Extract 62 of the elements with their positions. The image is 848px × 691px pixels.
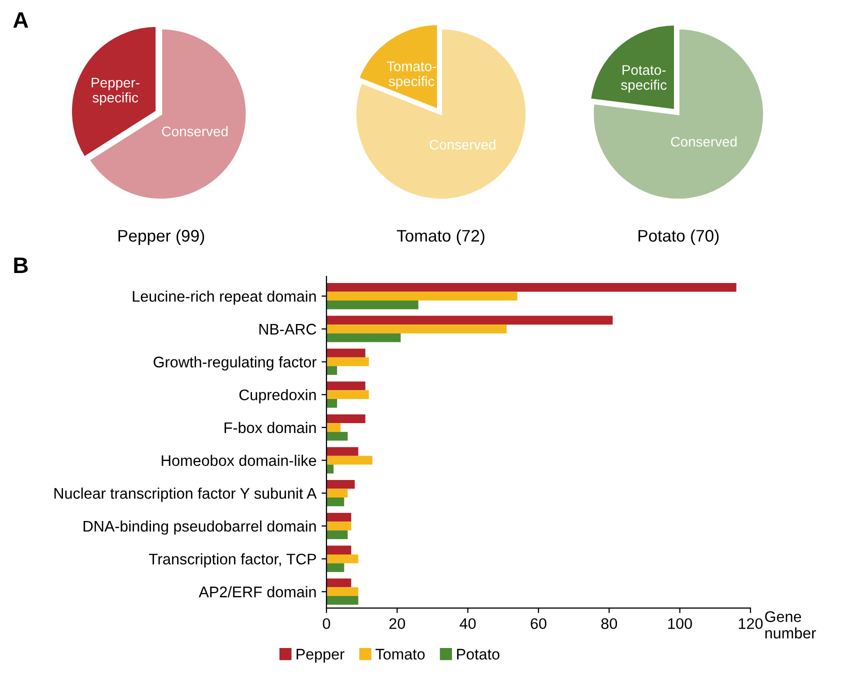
x-tick-label: 80 <box>601 618 618 630</box>
legend-label: Pepper <box>296 648 344 663</box>
text: Pepper (99) <box>118 229 204 245</box>
y-tick-label: AP2/ERF domain <box>198 586 316 598</box>
y-tick-label: Leucine-rich repeat domain <box>132 290 316 305</box>
text: Tomato (72) <box>396 229 484 245</box>
text: B <box>14 258 28 273</box>
slice-label: Conserved <box>671 136 737 147</box>
bar <box>326 333 401 342</box>
y-tick-label: Growth-regulating factor <box>154 356 317 370</box>
y-tick-label: Homeobox domain-like <box>162 454 316 466</box>
y-tick-label: DNA-binding pseudobarrel domain <box>84 520 316 535</box>
bar <box>326 292 518 300</box>
x-axis-title: Gene number <box>765 611 816 639</box>
bar <box>326 324 507 334</box>
bar <box>326 348 366 358</box>
slice-label: Conserved <box>162 126 228 136</box>
bar <box>326 399 338 408</box>
bar <box>326 596 358 605</box>
y-tick-label: F-box domain <box>224 422 316 434</box>
x-tick-label: 0 <box>322 618 330 630</box>
x-tick-label: 100 <box>668 618 692 630</box>
x-tick-label: 40 <box>460 618 476 630</box>
bar <box>326 447 358 456</box>
bar <box>326 414 366 424</box>
y-tick-label: Nuclear transcription factor Y subunit A <box>54 488 317 502</box>
bar <box>326 563 344 572</box>
bar <box>326 357 369 366</box>
bar <box>326 464 334 474</box>
x-tick-label: 60 <box>530 618 546 630</box>
bar <box>326 530 348 540</box>
bar <box>326 282 736 292</box>
legend-label: Potato <box>457 648 500 660</box>
bar <box>326 366 338 375</box>
bar <box>326 300 418 310</box>
bar <box>326 456 372 465</box>
y-tick-label: Transcription factor, TCP <box>148 553 316 568</box>
y-tick-label: Cupredoxin <box>239 389 316 404</box>
bar <box>326 480 355 489</box>
text: Potato (70) <box>638 229 719 245</box>
bar <box>326 488 348 498</box>
bar <box>326 316 613 325</box>
slice-label: Potato- specific <box>621 65 667 93</box>
bar <box>326 381 366 390</box>
bar <box>326 498 344 506</box>
bar <box>326 546 352 554</box>
bar <box>326 423 341 432</box>
x-tick-label: 120 <box>738 618 763 630</box>
slice-label: Conserved <box>430 139 496 150</box>
bar <box>326 522 352 530</box>
legend-label: Tomato <box>376 648 425 660</box>
text: A <box>13 12 28 28</box>
slice-label: Pepper- specific <box>92 78 140 106</box>
bar <box>326 432 348 441</box>
y-tick-label: NB-ARC <box>259 324 316 335</box>
bar <box>326 587 358 596</box>
slice-label: Tomato- specific <box>386 62 436 89</box>
bar <box>326 512 352 522</box>
x-tick-label: 20 <box>389 618 406 630</box>
bar <box>326 578 352 588</box>
bar <box>326 390 369 399</box>
bar <box>326 554 358 564</box>
